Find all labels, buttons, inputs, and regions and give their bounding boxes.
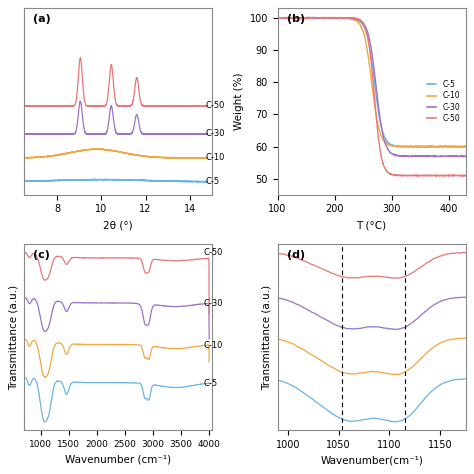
Text: C-30: C-30 bbox=[205, 129, 225, 138]
X-axis label: T (°C): T (°C) bbox=[356, 220, 387, 230]
Y-axis label: Weight (%): Weight (%) bbox=[234, 73, 244, 130]
Text: (b): (b) bbox=[287, 14, 305, 24]
Text: (a): (a) bbox=[33, 14, 51, 24]
Text: C-50: C-50 bbox=[203, 248, 223, 257]
X-axis label: Wavenumber(cm⁻¹): Wavenumber(cm⁻¹) bbox=[320, 456, 423, 465]
Text: (d): (d) bbox=[287, 249, 305, 260]
Text: C-50: C-50 bbox=[205, 100, 225, 109]
Text: C-10: C-10 bbox=[203, 341, 223, 350]
Text: (c): (c) bbox=[33, 249, 50, 260]
Text: C-10: C-10 bbox=[205, 154, 225, 163]
Y-axis label: Transmittance (a.u.): Transmittance (a.u.) bbox=[9, 284, 18, 390]
Legend: C-5, C-10, C-30, C-50: C-5, C-10, C-30, C-50 bbox=[426, 79, 462, 125]
X-axis label: 2θ (°): 2θ (°) bbox=[103, 220, 133, 230]
Text: C-30: C-30 bbox=[203, 300, 223, 309]
Y-axis label: Transmittance (a.u.): Transmittance (a.u.) bbox=[262, 284, 272, 390]
X-axis label: Wavenumber (cm⁻¹): Wavenumber (cm⁻¹) bbox=[65, 455, 171, 465]
Text: C-5: C-5 bbox=[205, 177, 219, 186]
Text: C-5: C-5 bbox=[203, 379, 218, 388]
